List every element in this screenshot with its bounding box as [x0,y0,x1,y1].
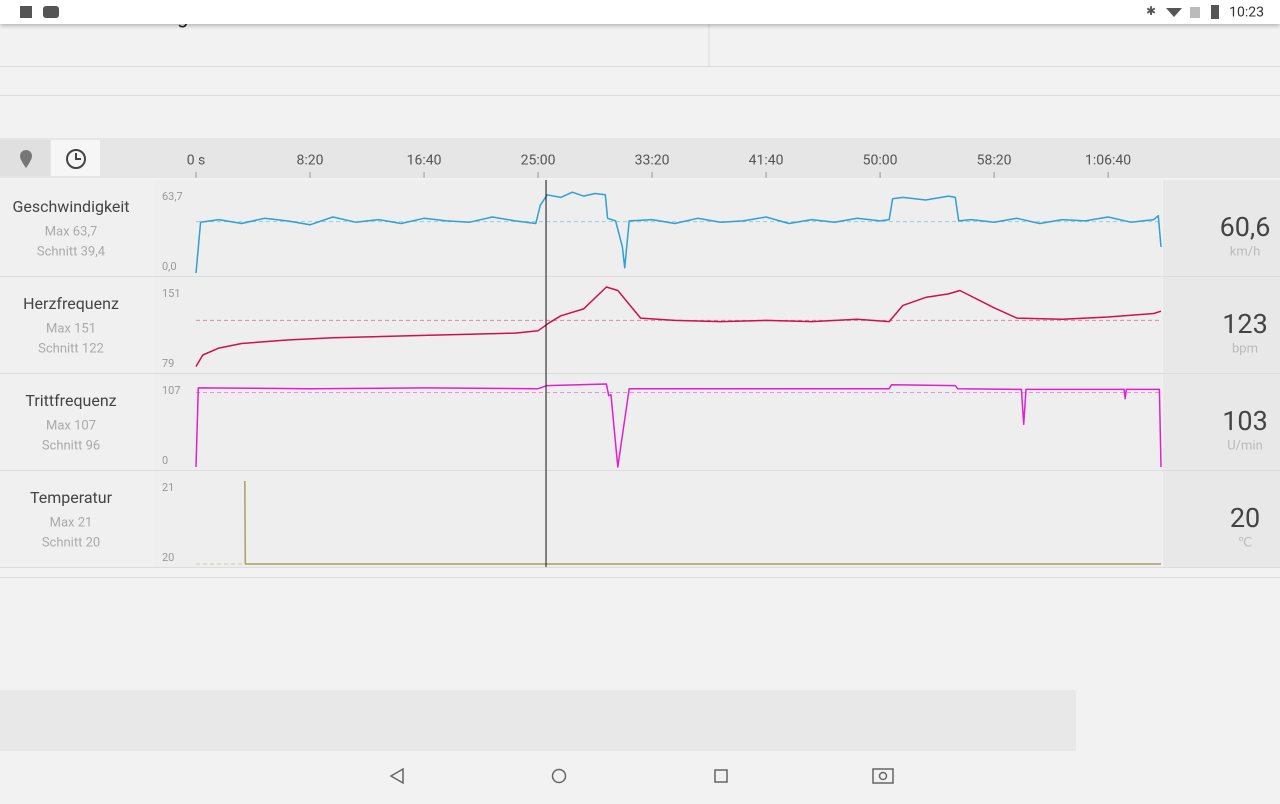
metric-stat: Schnitt 96 [42,438,100,453]
nav-screenshot[interactable] [872,768,894,784]
time-tick-label: 33:20 [635,153,670,169]
y-tick-label: 63,7 [162,190,183,203]
wifi-icon [1166,8,1182,17]
y-tick-label: 20 [162,551,174,564]
time-tick-label: 8:20 [297,153,324,169]
nav-screenshot [878,771,888,781]
time-tick-label: 25:00 [521,153,556,169]
metric-stat: Max 63,7 [45,224,98,239]
metric-title: Trittfrequenz [25,391,116,410]
y-tick-label: 107 [162,384,181,397]
time-tick-label: 50:00 [863,153,898,169]
current-unit: ℃ [1238,535,1253,550]
y-tick-label: 151 [162,287,181,300]
pin-icon [20,150,32,168]
time-tick-label: 58:20 [977,153,1012,169]
clock-icon [66,149,86,169]
signal-icon [1190,7,1200,18]
bluetooth-icon: ✱ [1146,4,1156,18]
current-value: 60,6 [1220,211,1271,243]
y-tick-label: 0,0 [162,260,177,273]
metric-stat: Max 151 [46,321,96,336]
status-icon [43,6,59,18]
status-time: 10:23 [1229,5,1264,21]
label-cell [0,374,155,470]
metric-stat: Schnitt 39,4 [37,244,106,259]
metric-title: Herzfrequenz [23,294,119,313]
metric-title: Temperatur [30,488,113,507]
value-cell [1163,374,1280,470]
value-cell [1163,180,1280,276]
plot-area [155,277,1162,373]
footer-panel [0,690,1076,751]
y-tick-label: 79 [162,357,174,370]
time-tick-label: 1:06:40 [1085,153,1131,169]
axis-bar [0,138,1280,178]
plot-area [155,471,1162,567]
y-tick-label: 21 [162,481,174,494]
current-value: 123 [1222,308,1268,340]
metric-line [195,191,1162,274]
current-unit: km/h [1230,244,1261,259]
current-unit: bpm [1232,341,1258,356]
value-cell [1163,277,1280,373]
time-tick-label: 0 s [187,153,206,169]
nav-recent[interactable] [714,769,728,783]
time-tick-label: 41:40 [749,153,784,169]
metric-line [195,286,1162,367]
metric-stat: Schnitt 20 [42,535,100,550]
current-value: 20 [1230,502,1260,534]
metric-stat: Schnitt 122 [38,341,104,356]
label-cell [0,471,155,567]
plot-area [155,374,1162,470]
battery-icon [1211,5,1219,19]
metric-stat: Max 21 [50,515,93,530]
status-bar [0,0,1280,24]
current-value: 103 [1222,405,1268,437]
label-cell [0,277,155,373]
metric-line [244,480,1161,565]
nav-back[interactable] [389,767,404,785]
metric-line [195,383,1162,468]
value-cell [1163,471,1280,567]
metric-title: Geschwindigkeit [12,197,129,216]
metric-stat: Max 107 [46,418,96,433]
plot-area [155,180,1162,276]
status-icon [20,6,32,18]
nav-home[interactable] [551,768,567,784]
label-cell [0,180,155,276]
time-tick-label: 16:40 [407,153,442,169]
clock-icon [75,153,81,160]
y-tick-label: 0 [162,454,168,467]
current-unit: U/min [1227,438,1263,453]
